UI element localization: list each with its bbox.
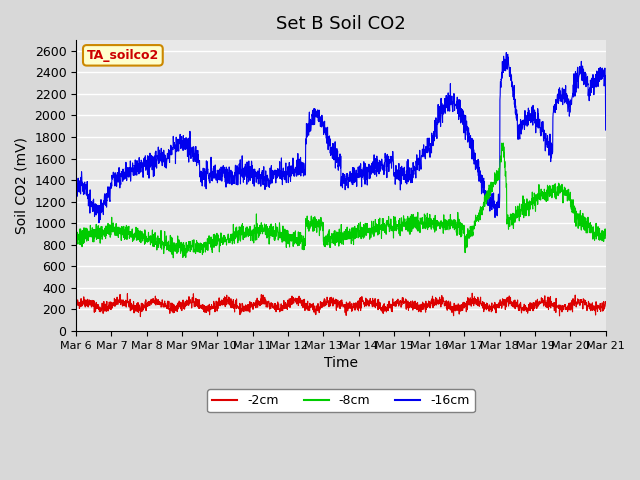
Legend: -2cm, -8cm, -16cm: -2cm, -8cm, -16cm: [207, 389, 475, 412]
-8cm: [495, 172, 502, 178]
Line: -16cm: -16cm: [76, 53, 605, 223]
-16cm: [220, 164, 228, 170]
Y-axis label: Soil CO2 (mV): Soil CO2 (mV): [15, 137, 29, 234]
-2cm: [72, 301, 80, 307]
-2cm: [602, 300, 609, 306]
-16cm: [495, 205, 502, 211]
-8cm: [368, 218, 376, 224]
-16cm: [72, 190, 80, 196]
Line: -8cm: -8cm: [76, 143, 605, 258]
-8cm: [170, 255, 177, 261]
-8cm: [356, 225, 364, 230]
-8cm: [498, 140, 506, 146]
-16cm: [95, 220, 103, 226]
-2cm: [495, 305, 503, 311]
-8cm: [556, 189, 563, 195]
-2cm: [570, 298, 578, 304]
X-axis label: Time: Time: [324, 356, 358, 370]
-8cm: [220, 239, 228, 245]
-2cm: [556, 303, 563, 309]
-8cm: [602, 232, 609, 238]
-8cm: [72, 241, 80, 247]
-8cm: [570, 206, 578, 212]
Text: TA_soilco2: TA_soilco2: [87, 49, 159, 62]
-2cm: [220, 296, 228, 301]
-16cm: [356, 174, 364, 180]
-2cm: [468, 290, 476, 296]
-16cm: [556, 95, 563, 100]
Title: Set B Soil CO2: Set B Soil CO2: [276, 15, 406, 33]
-16cm: [368, 170, 376, 176]
-16cm: [602, 127, 609, 133]
-16cm: [570, 71, 578, 77]
-16cm: [502, 50, 510, 56]
-2cm: [368, 300, 376, 305]
-2cm: [356, 299, 364, 304]
Line: -2cm: -2cm: [76, 293, 605, 317]
-2cm: [136, 314, 144, 320]
